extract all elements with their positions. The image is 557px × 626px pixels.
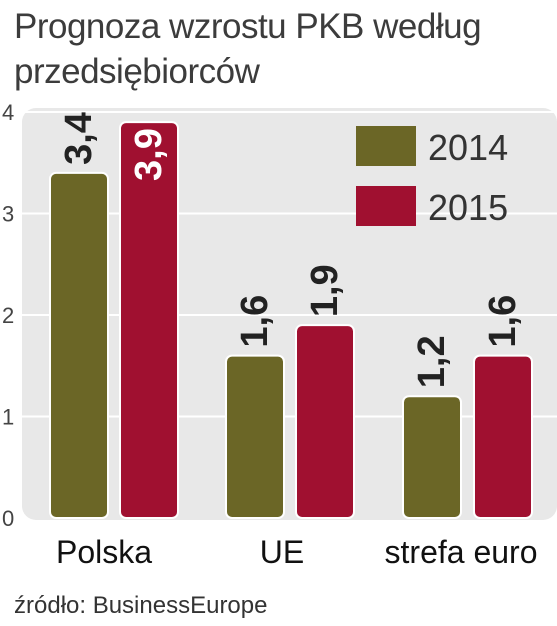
legend-label: 2015 [428,187,508,228]
bar [49,171,109,519]
legend-label: 2014 [428,127,508,168]
chart-title-line-2: przedsiębiorców [14,52,260,91]
legend-swatch [356,126,416,166]
chart-title: Prognoza wzrostu PKB według przedsiębior… [14,4,554,94]
y-tick-label: 0 [2,506,14,531]
y-tick-label: 1 [2,405,14,430]
data-label: 3,9 [128,128,170,181]
legend-item: 2015 [356,186,508,228]
data-label: 1,9 [304,264,346,317]
source-note: źródło: BusinessEurope [14,592,268,619]
bar [295,324,355,519]
data-label: 1,6 [482,295,524,348]
legend-item: 2014 [356,126,508,168]
gridlines [22,111,557,418]
y-tick-label: 3 [2,202,14,227]
data-label: 1,6 [234,295,276,348]
data-labels: 3,4 1,6 1,2 3,9 1,9 1,6 [58,112,524,388]
bar [473,354,533,519]
chart-title-line-1: Prognoza wzrostu PKB według [14,7,482,46]
category-label: strefa euro [385,534,538,570]
category-label: UE [260,534,304,570]
legend-swatch [356,186,416,226]
y-axis-ticks: 0 1 2 3 4 [2,100,14,531]
data-label: 1,2 [411,335,453,388]
bars [49,121,533,520]
bar [402,395,462,520]
category-label: Polska [56,534,152,570]
bar [119,121,179,520]
category-labels: Polska UE strefa euro [56,534,538,570]
y-tick-label: 2 [2,303,14,328]
legend: 2014 2015 [356,126,508,228]
bar [225,354,285,519]
data-label: 3,4 [58,112,100,165]
y-tick-label: 4 [2,100,14,125]
